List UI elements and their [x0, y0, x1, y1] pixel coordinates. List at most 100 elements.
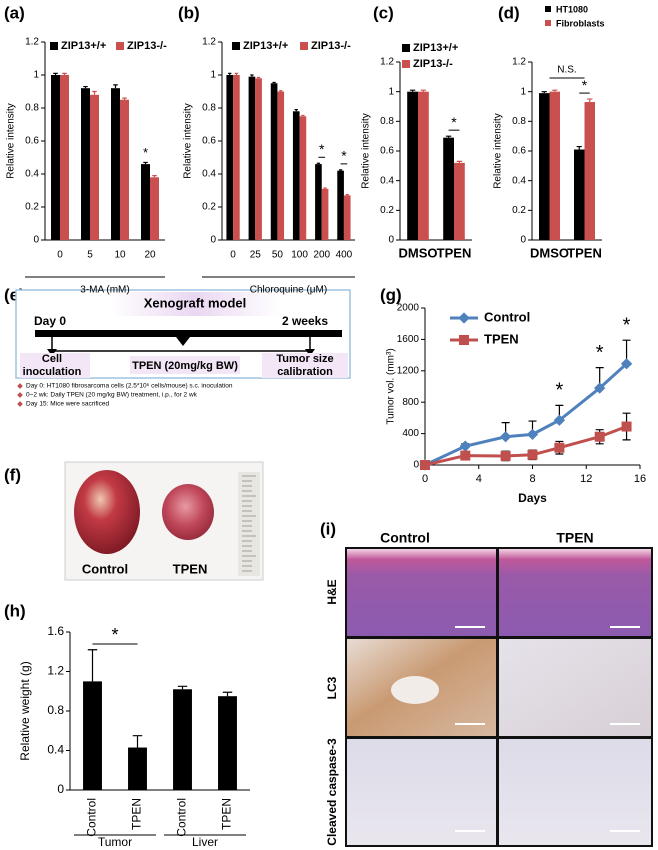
x-tick-label: 10	[114, 250, 126, 261]
histology-image	[499, 739, 651, 845]
panel-label: (b)	[178, 3, 200, 22]
annotation: *	[111, 625, 118, 645]
error-bar	[552, 89, 558, 92]
step: TPEN (20mg/kg BW)	[132, 360, 238, 372]
annotation: *	[596, 342, 604, 364]
marker	[553, 414, 566, 426]
y-axis-label: Tumor vol. (mm³)	[386, 348, 397, 424]
error-bar	[234, 72, 239, 75]
marker	[554, 442, 565, 453]
panel-label: (d)	[498, 3, 520, 22]
y-tick-label: 0.8	[202, 103, 216, 114]
y-tick-label: 1	[388, 86, 394, 97]
bar	[173, 689, 192, 790]
y-tick-label: 0.2	[512, 205, 526, 216]
error-bar	[301, 114, 305, 117]
error-bar	[250, 74, 254, 77]
legend-label: ZIP13-/-	[311, 40, 351, 52]
panel-f: (f) Control TPEN	[4, 461, 264, 581]
step: inoculation	[23, 366, 82, 378]
x-tick-label: 4	[476, 473, 482, 485]
end-label: 2 weeks	[282, 314, 328, 328]
legend-label: ZIP13+/+	[413, 42, 458, 54]
panel-label: (i)	[320, 519, 336, 538]
bar	[292, 111, 300, 240]
caption: Control	[82, 561, 128, 576]
y-tick-label: 0.6	[202, 136, 216, 147]
legend-swatch	[50, 42, 58, 50]
x-tick-label: TPEN	[567, 245, 602, 260]
step-bg	[130, 356, 240, 374]
error-bar	[456, 160, 463, 163]
annotation: *	[623, 314, 631, 336]
y-tick-label: 1.2	[202, 37, 216, 48]
x-tick-label: 400	[336, 250, 353, 261]
scale-bar	[455, 626, 640, 832]
legend-label: Control	[484, 309, 530, 324]
y-tick-label: 0	[57, 782, 64, 796]
annotation: *	[582, 77, 588, 93]
annotation: *	[143, 145, 148, 160]
x-tick-label: DMSO	[399, 245, 438, 260]
bar	[150, 177, 159, 240]
y-tick-label: 1.6	[47, 624, 64, 638]
panel-label: (f)	[4, 465, 21, 484]
legend-swatch	[300, 42, 308, 50]
legend-swatch	[402, 60, 410, 68]
legend-swatch	[402, 44, 410, 52]
legend-label: ZIP13-/-	[127, 40, 167, 52]
ruler	[238, 472, 260, 576]
x-tick-label: 12	[580, 473, 592, 485]
marker	[620, 358, 633, 370]
bar	[337, 170, 344, 240]
bar	[549, 91, 560, 241]
error-bar	[420, 89, 427, 92]
bullets	[17, 383, 23, 407]
marker	[460, 450, 471, 461]
ruler-ticks	[242, 475, 256, 572]
bar	[51, 75, 60, 240]
bar	[218, 696, 237, 790]
y-tick-label: 2000	[397, 303, 420, 314]
series-line	[424, 362, 628, 467]
y-tick-label: 0.4	[512, 175, 526, 186]
x-tick-label: TPEN	[437, 245, 472, 260]
error-bar	[316, 162, 321, 165]
y-tick-label: 1.2	[47, 664, 64, 678]
bar	[454, 162, 465, 240]
x-tick-label: 25	[250, 250, 262, 261]
bar	[128, 747, 147, 790]
bar	[343, 195, 351, 240]
panel-label: (h)	[4, 601, 26, 620]
x-tick-label: 0	[230, 250, 236, 261]
title-bg	[110, 292, 280, 316]
y-axis-label: Relative intensity	[183, 103, 194, 179]
bar	[248, 76, 256, 241]
error-bar	[87, 649, 98, 682]
error-bar	[445, 135, 452, 138]
error-bar	[576, 145, 582, 150]
error-bar	[53, 72, 58, 75]
legend-label: ZIP13+/+	[61, 40, 106, 52]
y-tick-label: 1200	[397, 365, 420, 376]
panel-i: (i) Control TPEN H&E LC3 Cleaved caspase…	[320, 519, 653, 847]
bar	[443, 137, 454, 240]
error-bar	[92, 90, 97, 95]
x-tick-label: 5	[87, 250, 93, 261]
y-tick-label: 0.6	[512, 146, 526, 157]
marker	[500, 450, 511, 461]
error-bar	[122, 97, 127, 100]
y-tick-label: 1	[33, 70, 39, 81]
panel-e: (e) Xenograft model Day 0 2 weeks Cell i…	[4, 285, 351, 408]
step-bg	[262, 353, 348, 378]
bar	[407, 91, 418, 241]
tumor	[162, 484, 214, 540]
legend-label: ZIP13-/-	[413, 58, 453, 70]
legend-swatch	[232, 42, 240, 50]
y-tick-label: 0.4	[202, 169, 216, 180]
panel-label: (c)	[373, 3, 394, 22]
note: Day 0: HT1080 fibrosarcoma cells (2.5*10…	[26, 383, 233, 390]
y-tick-label: 0.8	[47, 703, 64, 717]
error-bar	[272, 81, 276, 84]
annotation: *	[451, 114, 457, 130]
